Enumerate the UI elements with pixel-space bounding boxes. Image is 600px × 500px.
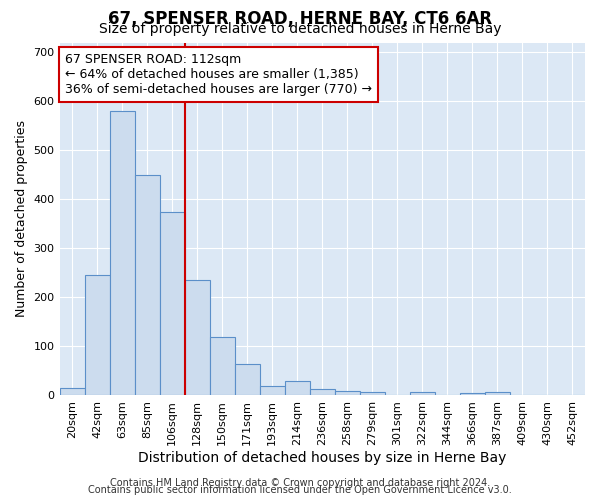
Bar bbox=[235, 364, 260, 396]
X-axis label: Distribution of detached houses by size in Herne Bay: Distribution of detached houses by size … bbox=[138, 451, 506, 465]
Text: 67, SPENSER ROAD, HERNE BAY, CT6 6AR: 67, SPENSER ROAD, HERNE BAY, CT6 6AR bbox=[108, 10, 492, 28]
Bar bbox=[410, 392, 435, 396]
Bar bbox=[85, 276, 110, 396]
Bar bbox=[335, 390, 360, 396]
Y-axis label: Number of detached properties: Number of detached properties bbox=[15, 120, 28, 318]
Bar bbox=[310, 389, 335, 396]
Bar bbox=[185, 280, 209, 396]
Bar bbox=[260, 386, 285, 396]
Bar bbox=[134, 175, 160, 396]
Bar bbox=[460, 393, 485, 396]
Bar bbox=[285, 381, 310, 396]
Bar bbox=[485, 392, 510, 396]
Text: Size of property relative to detached houses in Herne Bay: Size of property relative to detached ho… bbox=[99, 22, 501, 36]
Bar bbox=[110, 111, 134, 396]
Bar bbox=[209, 336, 235, 396]
Bar bbox=[59, 388, 85, 396]
Text: 67 SPENSER ROAD: 112sqm
← 64% of detached houses are smaller (1,385)
36% of semi: 67 SPENSER ROAD: 112sqm ← 64% of detache… bbox=[65, 53, 372, 96]
Text: Contains public sector information licensed under the Open Government Licence v3: Contains public sector information licen… bbox=[88, 485, 512, 495]
Bar bbox=[360, 392, 385, 396]
Text: Contains HM Land Registry data © Crown copyright and database right 2024.: Contains HM Land Registry data © Crown c… bbox=[110, 478, 490, 488]
Bar bbox=[160, 212, 185, 396]
